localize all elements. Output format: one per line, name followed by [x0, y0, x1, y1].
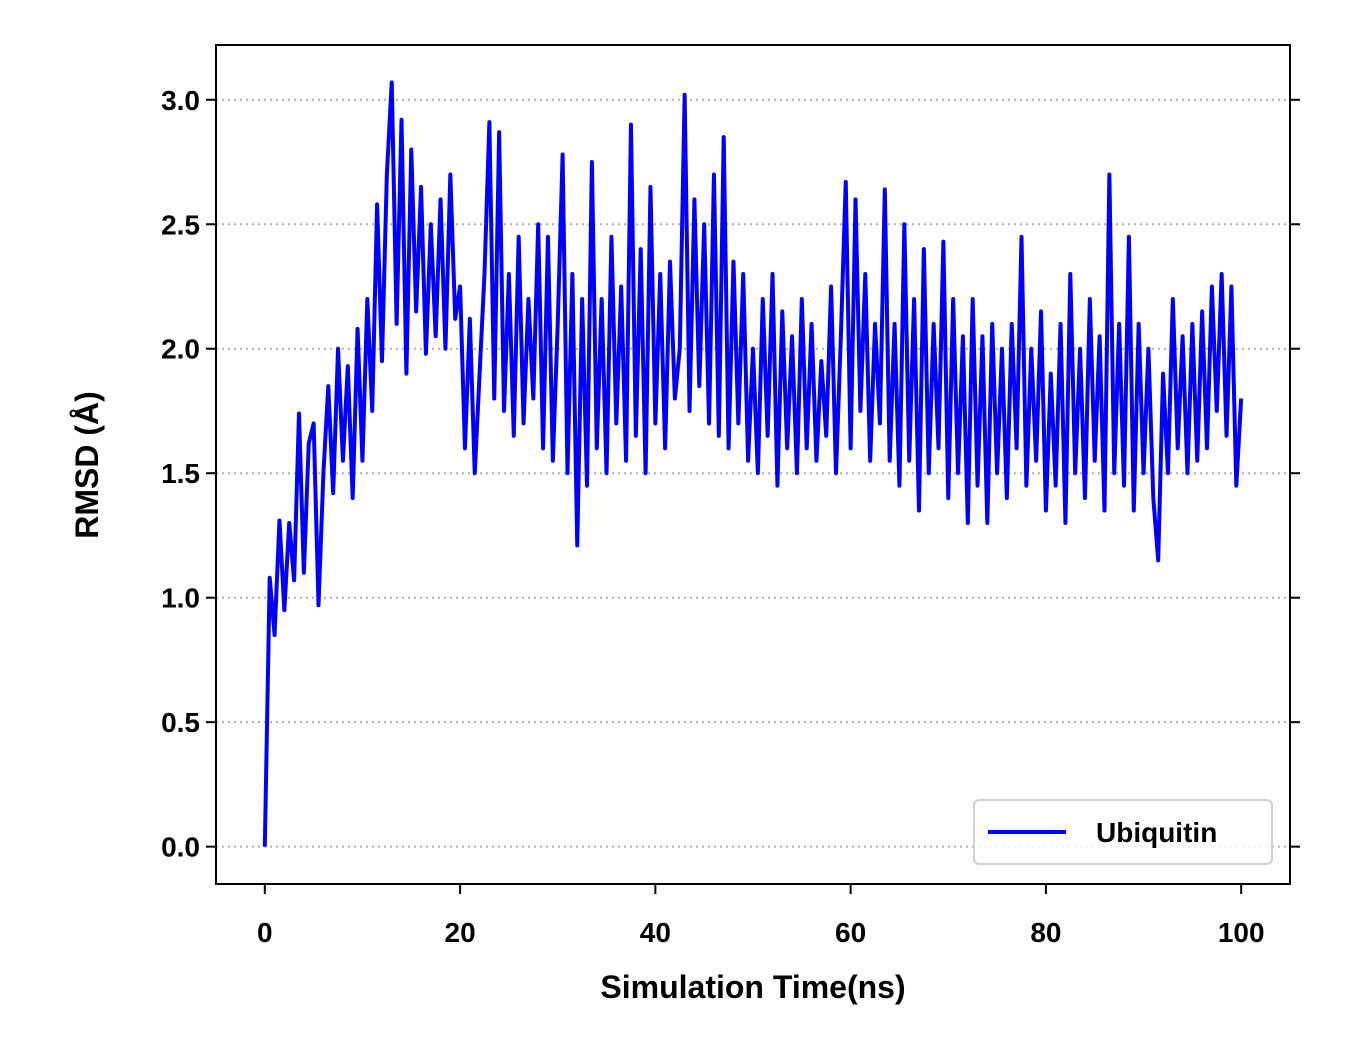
y-tick-label: 1.5 — [161, 458, 200, 489]
x-tick-label: 100 — [1218, 917, 1265, 948]
plot-frame — [215, 44, 1291, 885]
y-axis-label: RMSD (Å) — [69, 391, 105, 539]
x-tick-label: 40 — [640, 917, 671, 948]
y-tick-label: 2.5 — [161, 209, 200, 240]
y-tick-label: 2.0 — [161, 334, 200, 365]
x-tick-label: 80 — [1030, 917, 1061, 948]
y-tick-label: 0.5 — [161, 707, 200, 738]
x-tick-label: 20 — [445, 917, 476, 948]
x-tick-label: 60 — [835, 917, 866, 948]
y-tick-label: 1.0 — [161, 583, 200, 614]
data-line — [262, 80, 1244, 847]
y-tick-label: 0.0 — [161, 832, 200, 863]
x-tick-label: 0 — [257, 917, 273, 948]
legend-label: Ubiquitin — [1096, 817, 1217, 848]
y-tick-label: 3.0 — [161, 85, 200, 116]
x-axis-label: Simulation Time(ns) — [600, 969, 905, 1005]
legend-box — [973, 799, 1273, 865]
